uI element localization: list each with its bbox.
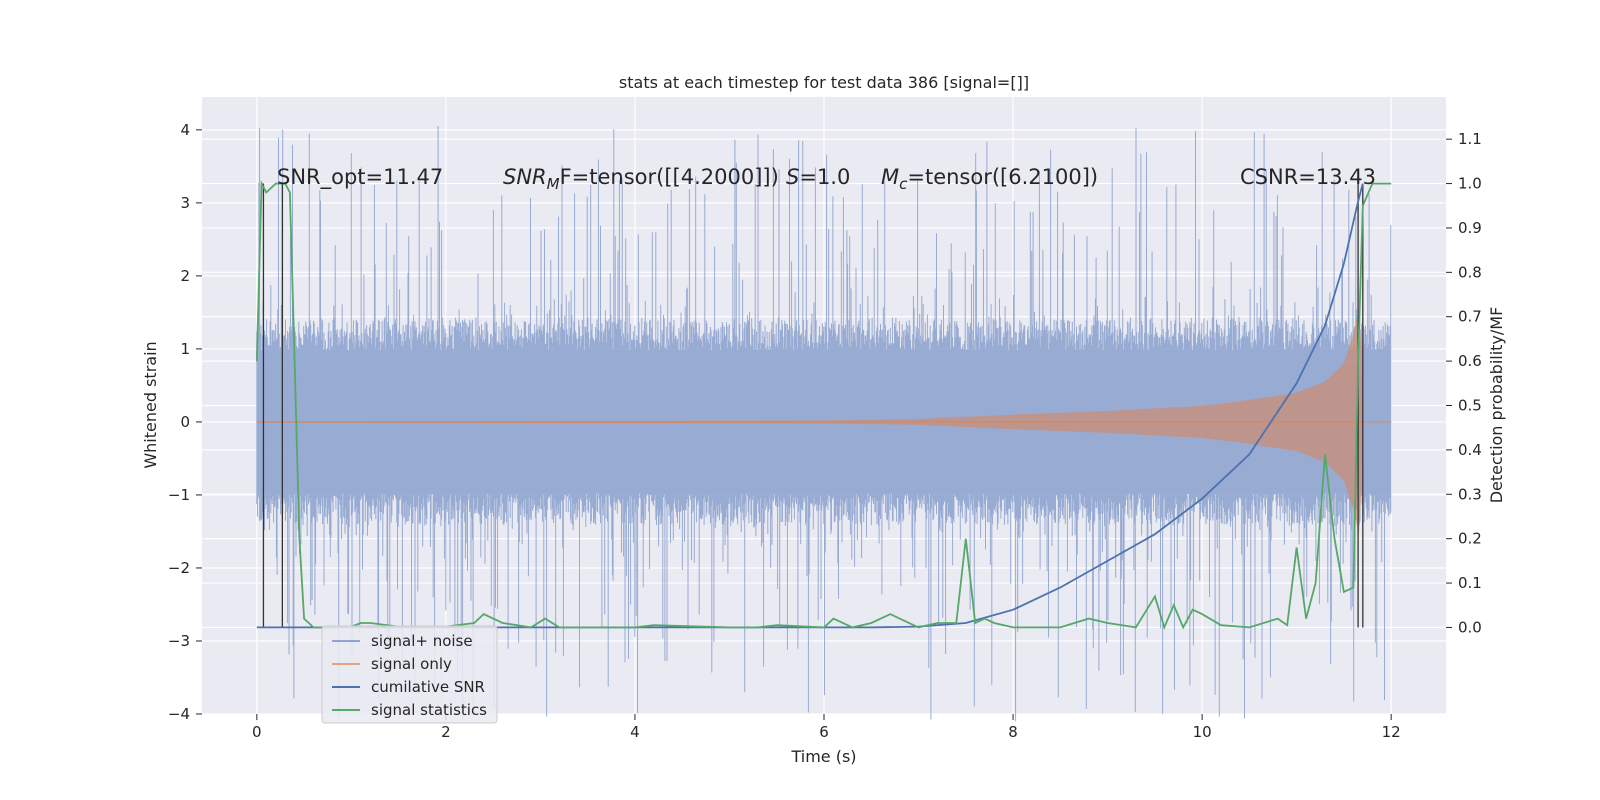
x-tick-label: 2 — [441, 723, 451, 741]
x-tick-label: 6 — [819, 723, 829, 741]
cumulative-snr-line — [256, 183, 1364, 629]
x-tick-label: 10 — [1193, 723, 1212, 741]
y-tick-label: 2 — [180, 267, 190, 285]
annotation-mc: Mc=tensor([6.2100]) — [881, 165, 1098, 193]
annotation-snr-opt: SNR_opt=11.47 — [277, 165, 443, 190]
y2-tick-label: 0.8 — [1458, 263, 1482, 281]
y-tick-label: −4 — [168, 705, 190, 723]
y-tick-label: 1 — [180, 340, 190, 358]
y2-tick-label: 0.9 — [1458, 219, 1482, 237]
annotation-csnr: CSNR=13.43 — [1240, 165, 1376, 189]
y2-tick-label: 0.5 — [1458, 397, 1482, 415]
legend-label-snr: cumilative SNR — [371, 678, 485, 696]
x-axis-label: Time (s) — [790, 747, 856, 766]
y-tick-label: 3 — [180, 194, 190, 212]
y2-tick-label: 0.1 — [1458, 574, 1482, 592]
annotation-s-symbol: S — [786, 165, 799, 189]
legend-label-signal: signal only — [371, 655, 452, 673]
y2-tick-label: 0.2 — [1458, 530, 1482, 548]
signal-only-series — [256, 309, 1392, 535]
y-tick-label: 4 — [180, 121, 190, 139]
annotation-snr-mf-subscript: M — [547, 175, 560, 193]
y-tick-label: −2 — [168, 559, 190, 577]
legend-label-noise: signal+ noise — [371, 632, 473, 650]
annotation-mc-subscript: c — [899, 175, 908, 193]
x-tick-label: 4 — [630, 723, 640, 741]
y2-tick-label: 0.7 — [1458, 308, 1482, 326]
y-axis-label: Whitened strain — [141, 341, 160, 468]
y2-tick-label: 0.0 — [1458, 618, 1482, 636]
annotation-s-value: =1.0 — [799, 165, 850, 189]
axis-ticks: 0 2 4 6 8 10 12−4−3−2−1012340.00.10.20.30.40.5… — [168, 121, 1482, 741]
x-tick-label: 0 — [252, 723, 262, 741]
annotation-snr-mf-value: F=tensor([[4.2000]]) — [560, 165, 779, 189]
annotation-snr-mf: SNRMF=tensor([[4.2000]]) — [503, 165, 779, 193]
annotation-mc-symbol: M — [881, 165, 899, 189]
y2-tick-label: 0.6 — [1458, 352, 1482, 370]
y2-axis-label: Detection probability/MF — [1487, 307, 1506, 504]
y-tick-label: 0 — [180, 413, 190, 431]
x-tick-label: 12 — [1382, 723, 1401, 741]
y2-tick-label: 0.4 — [1458, 441, 1482, 459]
chart-title: stats at each timestep for test data 386… — [619, 73, 1029, 92]
y2-tick-label: 0.3 — [1458, 485, 1482, 503]
legend: signal+ noise signal only cumilative SNR… — [321, 625, 498, 724]
y-tick-label: −1 — [168, 486, 190, 504]
x-tick-label: 8 — [1008, 723, 1018, 741]
legend-box — [321, 625, 498, 724]
y-tick-label: −3 — [168, 632, 190, 650]
annotation-mc-value: =tensor([6.2100]) — [907, 165, 1098, 189]
cumulative-snr-series — [256, 183, 1364, 629]
marker-lines — [262, 183, 1364, 628]
legend-label-stat: signal statistics — [371, 701, 487, 719]
y2-tick-label: 1.0 — [1458, 175, 1482, 193]
annotation-snr-mf-symbol: SNR — [503, 165, 547, 189]
annotation-s: S=1.0 — [786, 165, 850, 189]
y2-tick-label: 1.1 — [1458, 130, 1482, 148]
